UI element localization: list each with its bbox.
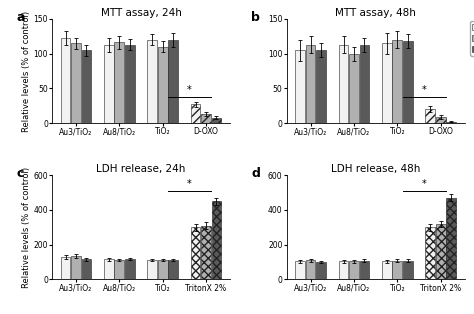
Bar [191,104,201,123]
Bar [61,38,71,123]
Y-axis label: Relative levels (% of control): Relative levels (% of control) [22,10,31,132]
Bar [211,201,221,279]
Bar [82,259,91,279]
Bar [392,261,402,279]
Bar [360,45,369,123]
Bar [426,109,435,123]
Bar [426,227,435,279]
Bar [446,198,456,279]
Text: a: a [17,10,25,24]
Bar [71,43,81,123]
Bar [306,260,316,279]
Bar [339,45,348,123]
Bar [147,40,157,123]
Y-axis label: Relative levels (% of control): Relative levels (% of control) [22,167,30,288]
Text: d: d [251,167,260,180]
Bar [349,54,359,123]
Bar [211,117,221,123]
Title: MTT assay, 48h: MTT assay, 48h [335,8,416,18]
Text: b: b [251,10,260,24]
Text: *: * [422,179,427,189]
Title: LDH release, 48h: LDH release, 48h [331,165,420,175]
Bar [446,122,456,123]
Bar [295,50,305,123]
Bar [104,45,114,123]
Bar [436,117,446,123]
Bar [82,50,91,123]
Bar [191,227,201,279]
Bar [316,262,326,279]
Bar [158,47,167,123]
Bar [201,225,211,279]
Bar [125,45,135,123]
Title: MTT assay, 24h: MTT assay, 24h [100,8,182,18]
Bar [339,261,348,279]
Bar [436,224,446,279]
Bar [201,114,211,123]
Legend: 1 μg/ml, 50 μg/ml, 100 μg/ml: 1 μg/ml, 50 μg/ml, 100 μg/ml [470,21,474,56]
Text: *: * [187,179,192,189]
Bar [349,261,359,279]
Title: LDH release, 24h: LDH release, 24h [96,165,186,175]
Bar [147,260,157,279]
Bar [295,261,305,279]
Bar [104,259,114,279]
Bar [168,260,178,279]
Bar [168,40,178,123]
Bar [392,40,402,123]
Bar [382,261,392,279]
Text: *: * [187,84,192,95]
Text: c: c [17,167,24,180]
Text: *: * [422,84,427,95]
Bar [403,41,412,123]
Bar [115,260,124,279]
Bar [61,257,71,279]
Bar [403,261,412,279]
Bar [306,45,316,123]
Bar [71,256,81,279]
Bar [158,260,167,279]
Bar [316,50,326,123]
Bar [115,42,124,123]
Bar [382,43,392,123]
Bar [125,259,135,279]
Bar [360,261,369,279]
